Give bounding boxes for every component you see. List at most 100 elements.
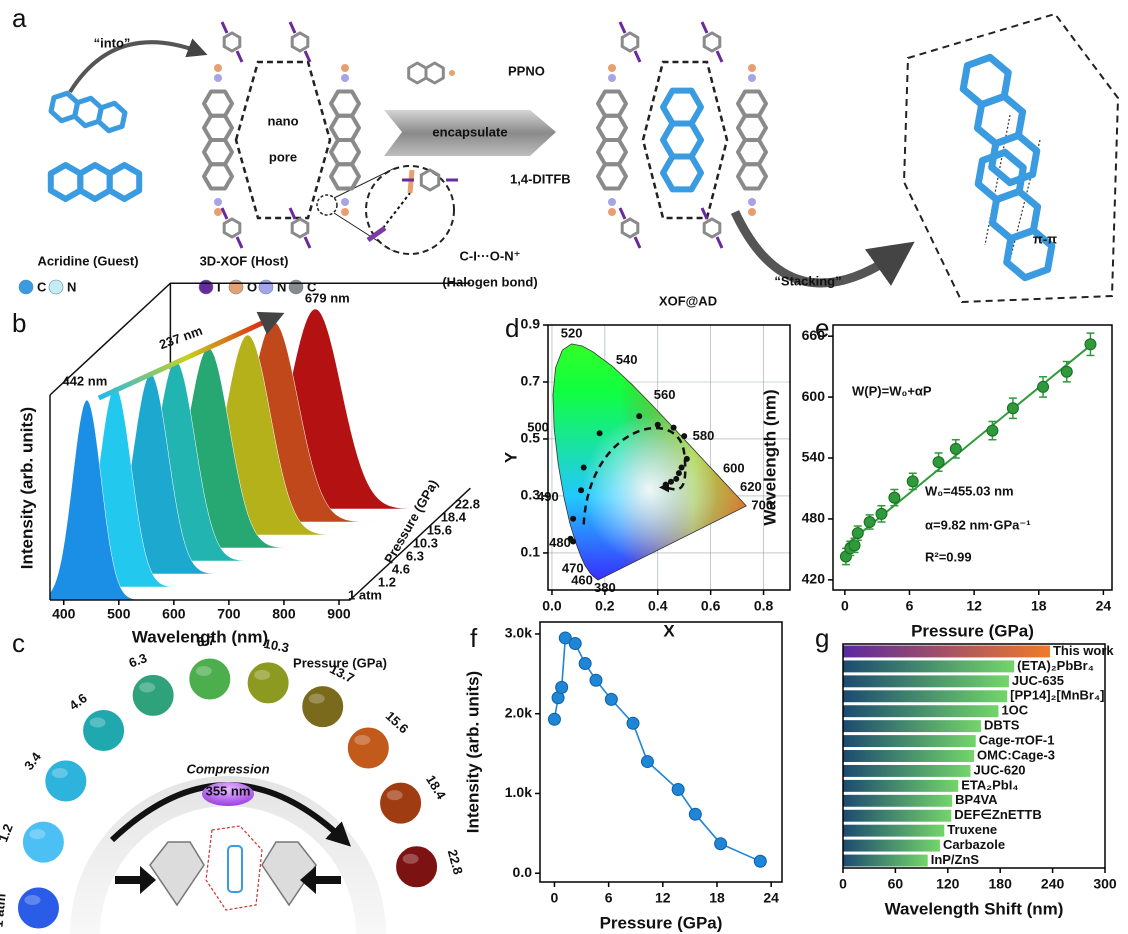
photo-shine <box>195 665 212 676</box>
ditfb <box>419 168 441 192</box>
photo-shine <box>139 682 156 693</box>
y-tick-label: 0.9 <box>521 316 541 332</box>
data-point <box>678 464 685 471</box>
trend-arrow <box>582 426 687 525</box>
y-axis-label: Intensity (arb. units) <box>463 671 482 833</box>
locus-label: 580 <box>693 428 715 443</box>
panel-label: f <box>470 623 478 653</box>
pressure-photo <box>301 685 345 729</box>
host-pillar <box>736 162 768 191</box>
data-point <box>578 656 592 670</box>
x-axis-label: X <box>663 621 675 640</box>
data-point <box>986 424 999 437</box>
pressure-photo <box>395 845 439 889</box>
data-point <box>580 464 587 471</box>
ppno <box>424 61 445 85</box>
linker <box>620 217 640 239</box>
linker-i <box>288 207 297 220</box>
linker-i <box>288 21 297 34</box>
bar-label: 1OC <box>1001 703 1028 718</box>
data-point <box>589 673 603 687</box>
zoom-origin <box>316 194 338 216</box>
x-tick-label: 900 <box>327 606 351 622</box>
acridine <box>47 162 84 202</box>
data-point <box>688 807 702 821</box>
atom-o <box>341 64 349 72</box>
x-axis-label: Wavelength Shift (nm) <box>885 899 1064 918</box>
host-pillar <box>202 138 234 167</box>
locus-label: 620 <box>740 479 762 494</box>
bar <box>843 779 959 792</box>
sample-cell <box>205 825 263 911</box>
pore-outline <box>234 60 332 220</box>
bar-label: JUC-620 <box>974 762 1026 777</box>
floor <box>64 587 364 600</box>
x-tick-label: 400 <box>52 606 76 622</box>
x-tick-label: 800 <box>272 606 296 622</box>
locus-label: 460 <box>571 572 593 587</box>
data-point <box>932 456 945 469</box>
data-point <box>1060 365 1073 378</box>
linker <box>702 217 722 239</box>
host-pillar <box>736 113 768 142</box>
scheme-text: 3D-XOF (Host) <box>200 253 289 268</box>
data-point <box>570 538 577 545</box>
data-point <box>671 782 685 796</box>
bar <box>843 705 999 718</box>
bar <box>843 645 1050 658</box>
photo-shine <box>254 669 271 680</box>
bar-label: [PP14]₂[MnBr₄] <box>1010 688 1104 703</box>
ppno <box>407 61 428 85</box>
cie-gamut <box>553 343 747 580</box>
pressure-photo <box>188 657 232 701</box>
x-tick-label: 6 <box>605 890 613 906</box>
linker-i <box>633 236 642 249</box>
y-tick-label: 540 <box>802 449 826 465</box>
data-point <box>949 442 962 455</box>
atom-swatch <box>258 279 274 295</box>
data-point <box>636 413 643 420</box>
bar <box>843 750 974 762</box>
atom-label: C <box>307 279 317 294</box>
photo-label: 6.3 <box>127 650 149 670</box>
photo-shine <box>402 853 419 864</box>
x-axis-label: Pressure (GPa) <box>600 913 723 932</box>
excitation-label: 355 nm <box>206 783 251 798</box>
panel-label: d <box>505 313 519 343</box>
x-tick-label: 0 <box>841 598 849 614</box>
data-point <box>604 692 618 706</box>
plot-frame <box>842 643 1106 869</box>
x-tick-label: 24 <box>1096 598 1112 614</box>
atom-n <box>214 74 222 82</box>
linker-i <box>715 236 724 249</box>
bar-label: Carbazole <box>943 837 1005 852</box>
atom-o <box>608 208 616 216</box>
linker <box>222 217 242 239</box>
pressure-photo <box>21 820 65 864</box>
x-tick-label: 12 <box>966 598 982 614</box>
linker-i <box>303 50 312 63</box>
panel-label: b <box>12 308 26 338</box>
linker-i <box>633 50 642 63</box>
bar-label: ETA₂PbI₄ <box>961 777 1018 792</box>
x-axis-label: Pressure (GPa) <box>911 621 1034 640</box>
x-tick-label: 0 <box>839 876 847 892</box>
bar <box>843 660 1015 673</box>
locus-label: 470 <box>562 560 584 575</box>
x-tick-label: 0.4 <box>648 598 668 614</box>
atom-o <box>214 208 222 216</box>
data-point <box>654 421 661 428</box>
atom-label: N <box>277 279 286 294</box>
plot-frame <box>539 621 783 883</box>
x-tick-label: 12 <box>655 890 671 906</box>
locus-label: 540 <box>616 352 638 367</box>
linker-i <box>715 50 724 63</box>
scheme-text: “into” <box>94 35 131 50</box>
data-point <box>596 430 603 437</box>
locus-label: 520 <box>561 325 583 340</box>
host-pillar <box>329 138 361 167</box>
pressure-photo <box>82 708 126 752</box>
atom-n <box>608 74 616 82</box>
data-point <box>1006 402 1019 415</box>
linker <box>620 31 640 53</box>
